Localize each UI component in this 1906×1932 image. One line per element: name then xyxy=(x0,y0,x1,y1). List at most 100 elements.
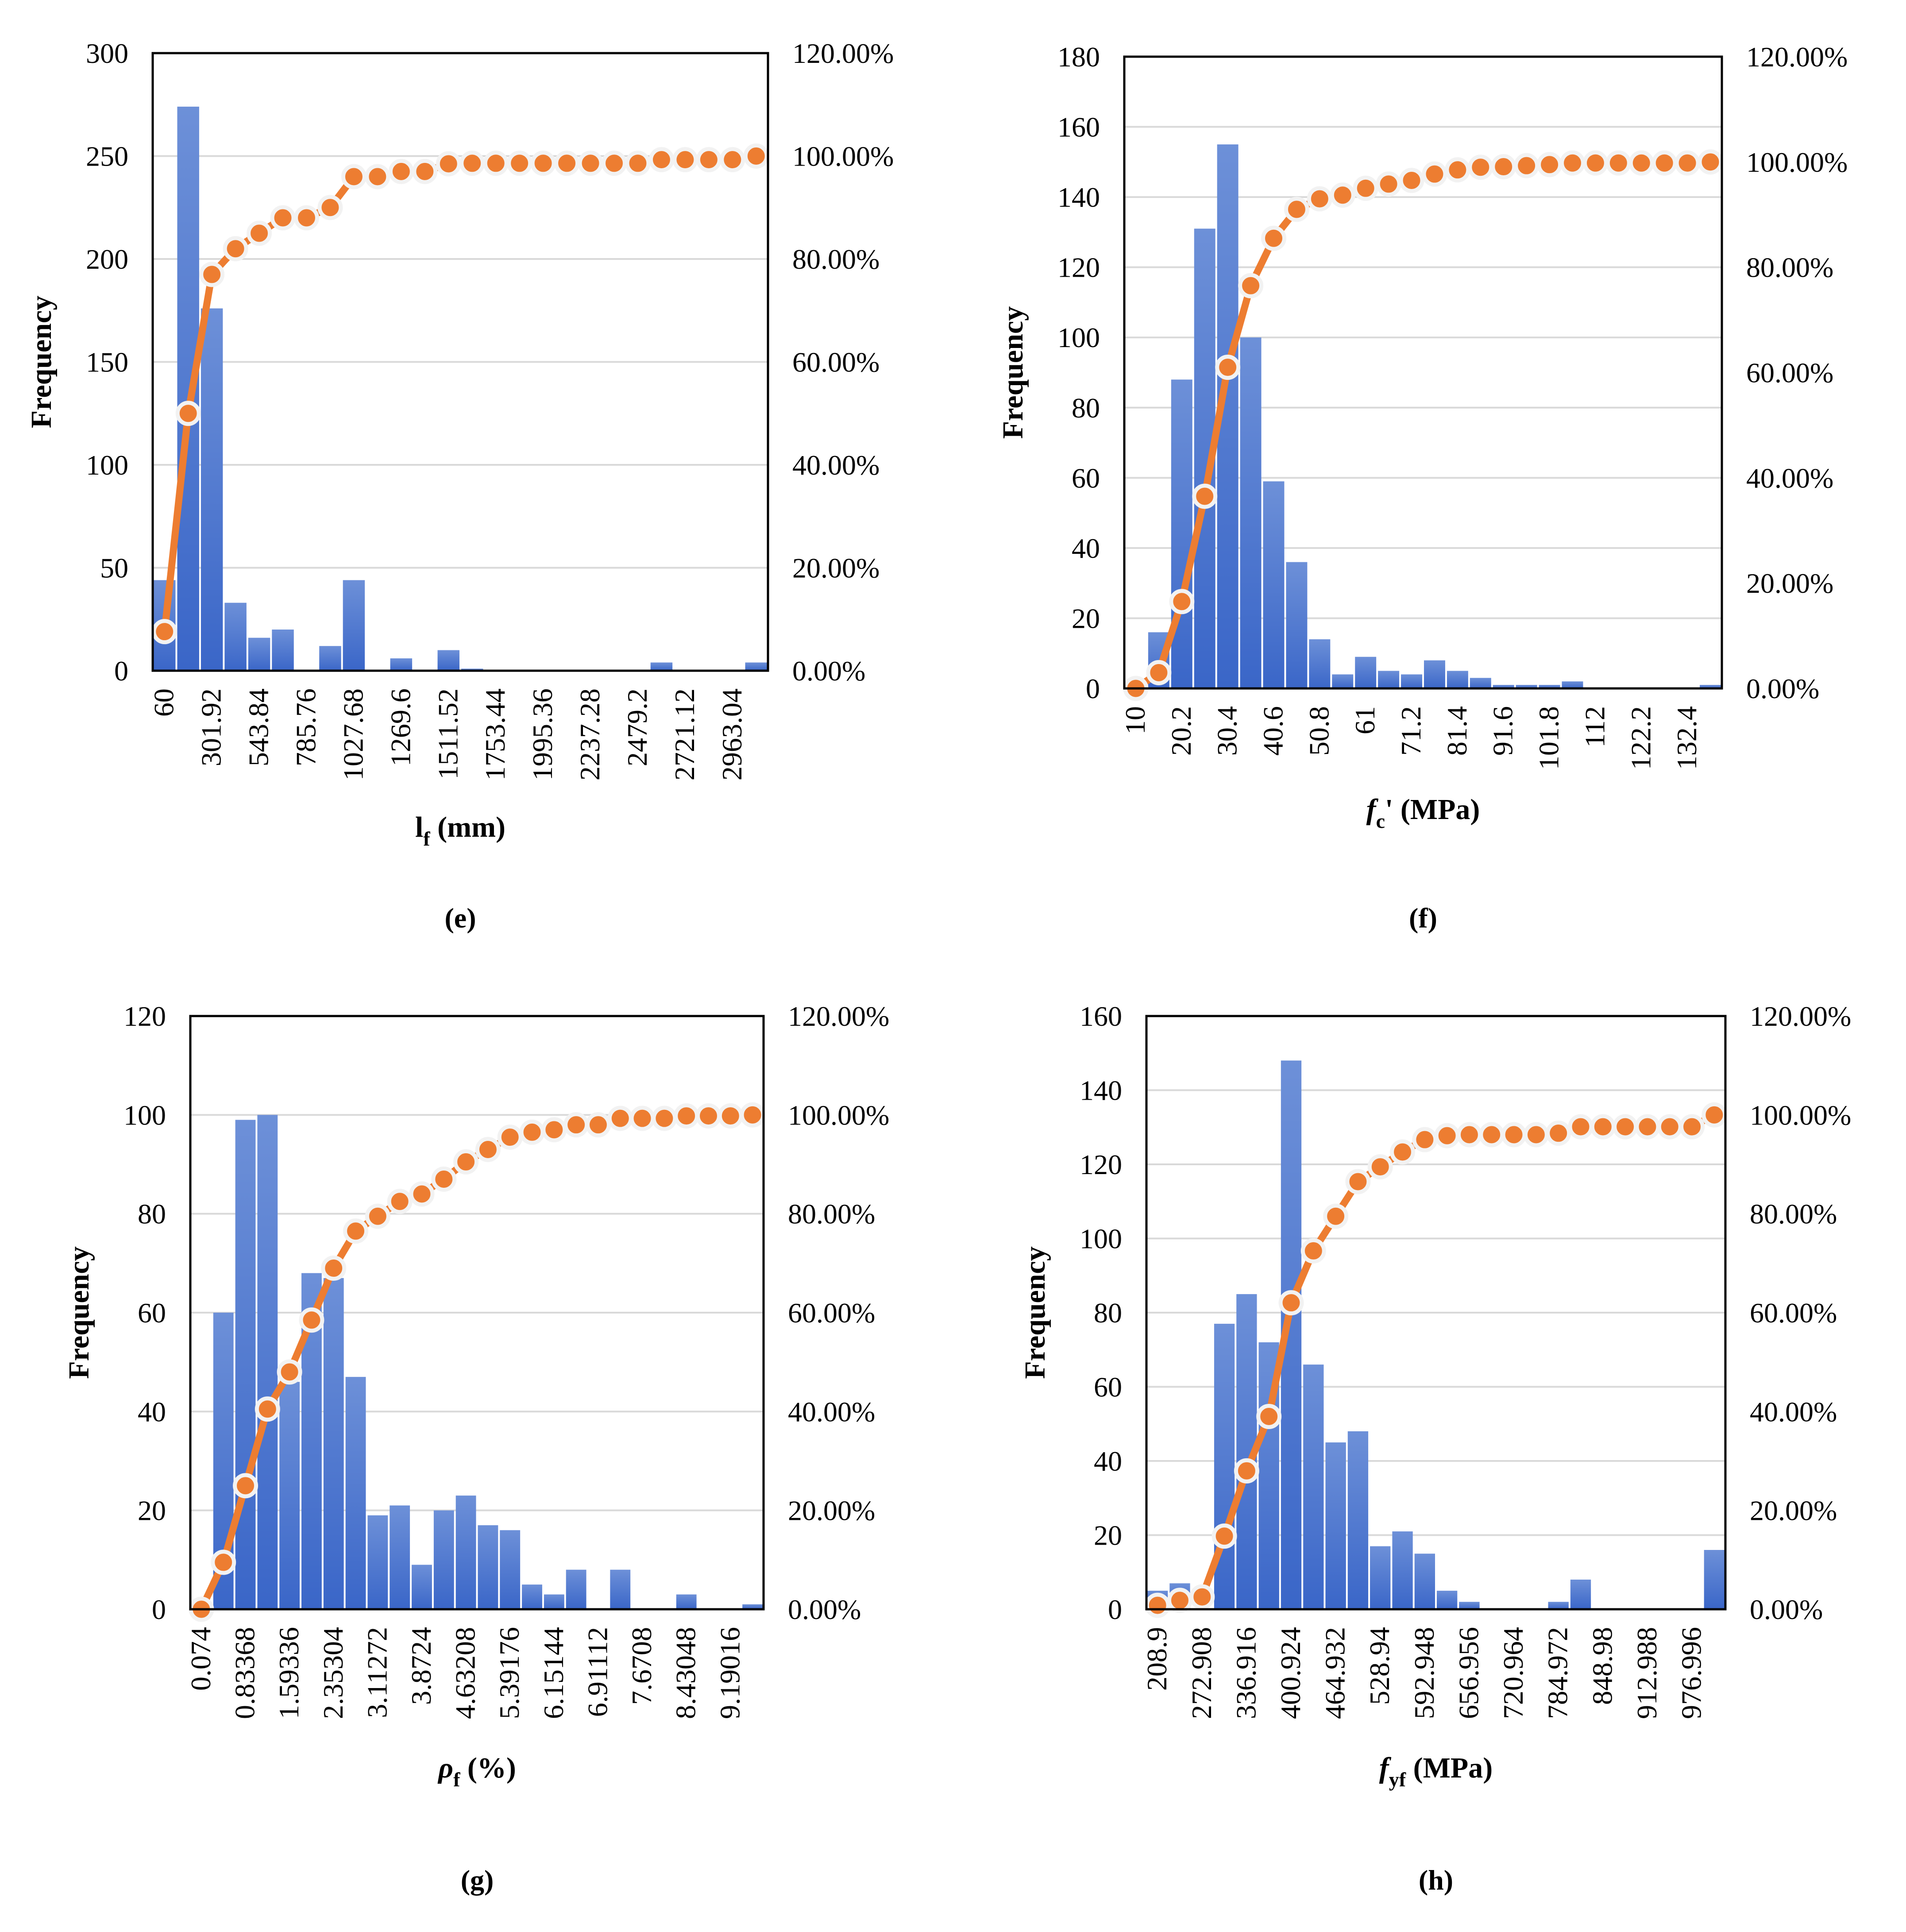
cumulative-point xyxy=(483,151,509,176)
cumulative-point xyxy=(317,195,343,220)
y-tick-label: 50 xyxy=(100,553,128,584)
cumulative-point xyxy=(530,151,556,176)
cumulative-point xyxy=(718,1103,743,1129)
histogram-bar xyxy=(478,1525,498,1609)
cumulative-point xyxy=(409,1181,435,1207)
cumulative-point xyxy=(1546,1121,1571,1146)
cumulative-point xyxy=(388,158,414,184)
cumulative-point xyxy=(1698,149,1723,175)
histogram-bar xyxy=(1309,639,1331,688)
cumulative-point xyxy=(1192,483,1218,509)
x-axis-title-main: ρ xyxy=(437,1752,453,1784)
histogram-bar xyxy=(201,308,223,671)
x-tick-label: 2.35304 xyxy=(317,1627,349,1719)
y2-tick-label: 40.00% xyxy=(788,1396,875,1427)
y2-tick-label: 60.00% xyxy=(1750,1297,1837,1329)
y2-tick-label: 0.00% xyxy=(788,1594,861,1625)
y-tick-label: 20 xyxy=(138,1495,166,1526)
histogram-bar xyxy=(500,1530,521,1609)
x-axis-title: fc' (MPa) xyxy=(1366,793,1480,832)
cumulative-point xyxy=(1256,1404,1282,1429)
cumulative-point xyxy=(1330,182,1355,208)
histogram-bar xyxy=(1704,1550,1725,1609)
cumulative-point xyxy=(602,151,627,176)
histogram-bar xyxy=(1700,685,1721,688)
histogram-bar xyxy=(412,1565,432,1609)
cumulative-point xyxy=(1412,1127,1438,1152)
cumulative-point xyxy=(321,1256,347,1281)
cumulative-point xyxy=(1675,150,1700,176)
cumulative-point xyxy=(255,1396,280,1422)
x-tick-label: 9.19016 xyxy=(714,1627,745,1719)
x-tick-label: 7.6708 xyxy=(626,1627,657,1705)
cumulative-point xyxy=(563,1112,589,1138)
x-tick-label: 1753.44 xyxy=(479,688,511,781)
cumulative-point xyxy=(343,1218,369,1244)
cumulative-point xyxy=(1323,1203,1349,1229)
y-tick-label: 100 xyxy=(123,1099,166,1131)
histogram-bar xyxy=(1378,671,1400,688)
histogram-bar xyxy=(650,662,673,671)
x-tick-label: 1995.36 xyxy=(527,688,558,781)
x-tick-label: 336.916 xyxy=(1230,1627,1262,1719)
y-tick-label: 40 xyxy=(138,1396,166,1427)
x-tick-label: 6.15144 xyxy=(538,1627,569,1719)
panel-f: 0 20 40 60 80 100 120 140 160 180 0.00% 20.00% 40.00… xyxy=(997,41,1848,934)
x-tick-label: 61 xyxy=(1349,706,1381,734)
cumulative-point xyxy=(1702,1102,1727,1128)
histogram-bar xyxy=(1470,678,1491,688)
cumulative-point xyxy=(1590,1114,1616,1140)
x-tick-label: 912.988 xyxy=(1631,1627,1663,1719)
histogram-bar xyxy=(1171,379,1192,688)
y-tick-label: 160 xyxy=(1080,1001,1122,1032)
y-tick-label: 0 xyxy=(1108,1594,1122,1625)
y2-tick-label: 100.00% xyxy=(1750,1099,1851,1131)
y-tick-label: 200 xyxy=(86,243,128,275)
y2-tick-label: 120.00% xyxy=(792,38,894,69)
histogram-bar xyxy=(1447,671,1468,688)
x-tick-label: 1027.68 xyxy=(337,688,369,781)
cumulative-point xyxy=(554,151,580,176)
cumulative-point xyxy=(299,1307,324,1333)
cumulative-point xyxy=(740,1102,765,1128)
x-tick-label: 1511.52 xyxy=(432,688,463,780)
cumulative-point xyxy=(648,147,674,173)
histogram-bar xyxy=(272,630,294,671)
x-tick-label: 112 xyxy=(1579,706,1610,748)
histogram-bar xyxy=(390,1505,410,1609)
cumulative-point xyxy=(519,1119,545,1145)
y2-tick-label: 0.00% xyxy=(792,655,865,687)
x-axis-title-unit: (mm) xyxy=(430,811,505,843)
y-tick-label: 120 xyxy=(1080,1149,1122,1180)
histogram-bar xyxy=(610,1569,631,1609)
x-tick-label: 720.964 xyxy=(1497,1627,1529,1719)
cumulative-point xyxy=(585,1112,611,1138)
panel-g: 0 20 40 60 80 100 120 0.00% 20.00% 40.00% 60.00% 80… xyxy=(63,1001,889,1896)
cumulative-point xyxy=(1212,1523,1237,1549)
cumulative-point xyxy=(625,151,651,176)
cumulative-point xyxy=(211,1549,236,1575)
y-tick-label: 100 xyxy=(1080,1223,1122,1255)
histogram-bar xyxy=(1401,674,1422,688)
cumulative-point xyxy=(365,1203,390,1229)
histogram-bar xyxy=(1214,1324,1235,1609)
x-axis-title-unit: (MPa) xyxy=(1406,1752,1493,1784)
y2-tick-label: 100.00% xyxy=(792,141,894,172)
cumulative-point xyxy=(1300,1238,1326,1264)
cumulative-point xyxy=(1367,1154,1393,1180)
histogram-bar xyxy=(323,1278,344,1609)
x-tick-label: 0.074 xyxy=(185,1627,216,1691)
x-tick-label: 10 xyxy=(1119,706,1151,734)
x-tick-label: 543.84 xyxy=(243,688,274,766)
y-tick-label: 300 xyxy=(86,38,128,69)
x-tick-label: 5.39176 xyxy=(494,1627,525,1719)
cumulative-point xyxy=(247,220,272,246)
histogram-bar xyxy=(224,603,247,671)
y-tick-label: 60 xyxy=(138,1297,166,1329)
y-tick-label: 40 xyxy=(1094,1445,1122,1477)
cumulative-point xyxy=(1468,155,1493,180)
y2-tick-label: 20.00% xyxy=(792,553,880,584)
x-axis-title-sub: yf xyxy=(1389,1768,1406,1791)
y2-tick-label: 60.00% xyxy=(1746,357,1833,389)
